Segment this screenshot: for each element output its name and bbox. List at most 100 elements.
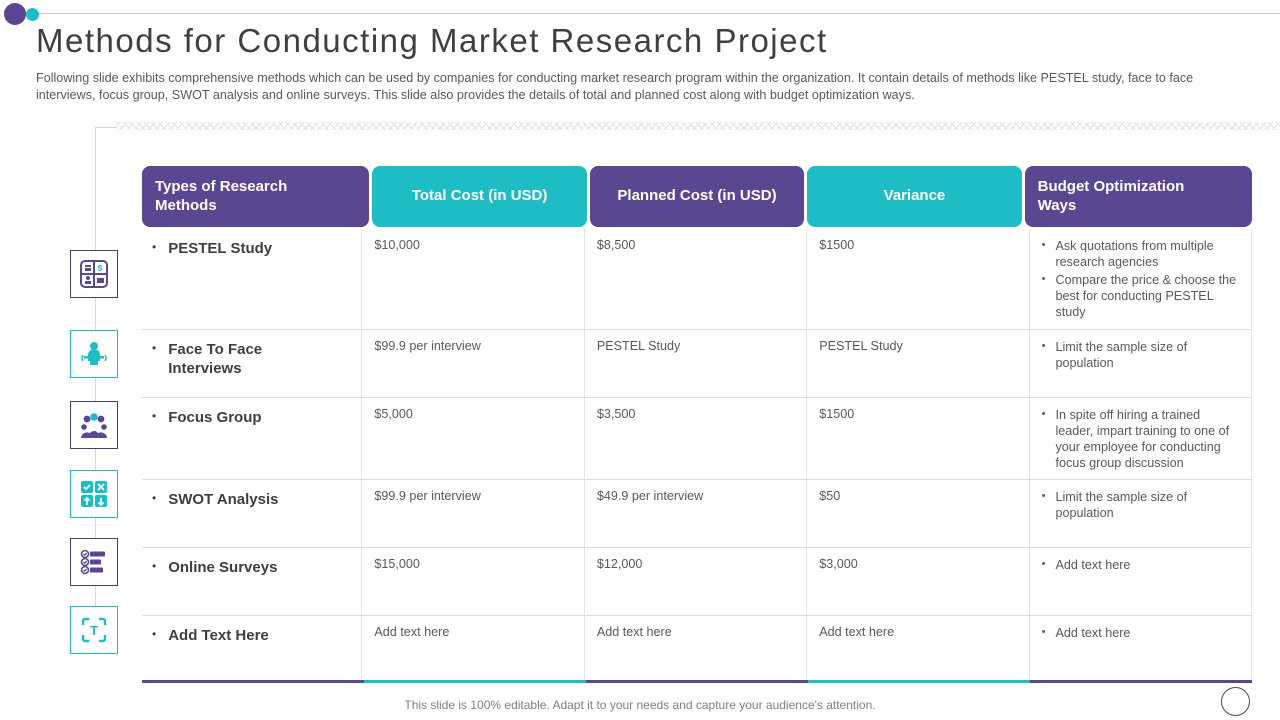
survey-list-icon [70,538,118,586]
icon-rail-stub [95,127,117,128]
method-cell: • SWOT Analysis [142,480,361,547]
planned-cost-cell: $49.9 per interview [583,479,806,547]
table-row: • Face To Face Interviews $99.9 per interv… [142,328,1253,397]
column-header-label: Total Cost (in USD) [411,187,548,205]
page-title: Methods for Conducting Market Research P… [36,22,828,59]
planned-cost-cell: $3,500 [583,397,806,479]
table-header-row: Types of Research Methods Total Cost (in … [142,166,1253,227]
total-cost-cell: $15,000 [361,547,583,615]
planned-cost-cell: PESTEL Study [583,329,806,397]
variance-cell: Add text here [806,615,1028,680]
method-cell: • Face To Face Interviews [142,330,361,397]
table-bottom-accent [142,679,1252,683]
column-header: Planned Cost (in USD) [589,166,805,227]
table-body: • PESTEL Study $10,000 $8,500 $1500 • Ask quot… [142,229,1253,680]
column-header-label: Planned Cost (in USD) [617,187,777,205]
table-row: • PESTEL Study $10,000 $8,500 $1500 • Ask quot… [142,229,1253,329]
purple-dot-decoration [4,3,26,25]
column-header: Variance [807,166,1022,227]
icon-rail-line [95,127,96,655]
bullet: • [1041,273,1046,286]
focus-group-icon [70,401,118,449]
method-label: PESTEL Study [168,240,273,257]
method-label: SWOT Analysis [168,490,279,508]
budget-optimization-cell: • Limit the sample size of population [1028,479,1253,547]
variance-cell: $1500 [806,229,1028,329]
hatch-divider [116,122,1280,130]
bullet: • [1041,407,1046,420]
footer-note: This slide is 100% editable. Adapt it to… [404,698,876,712]
method-label: Online Surveys [168,558,278,576]
bullet: • [1041,239,1046,251]
svg-text:$: $ [98,264,103,273]
swot-analysis-icon [70,470,118,518]
slide-description: Following slide exhibits comprehensive m… [36,71,1194,102]
accent-segment [364,679,586,683]
budget-optimization-cell: • In spite off hiring a trained leader, i… [1028,397,1253,479]
svg-text:T: T [90,623,98,638]
bullet: • [152,240,157,254]
column-header-label: Budget Optimization Ways [1037,177,1185,214]
method-cell: • Add Text Here [142,616,361,680]
accent-segment [808,679,1030,683]
variance-cell: $1500 [806,397,1028,479]
budget-bullet-item: • Add text here [1041,625,1131,640]
column-header: Total Cost (in USD) [372,166,587,227]
interview-icon [70,330,118,378]
total-cost-cell: $99.9 per interview [361,329,583,397]
method-label: Focus Group [168,408,262,426]
method-label: Add Text Here [168,626,269,644]
method-cell: • Online Surveys [142,548,361,615]
table-row: • Add Text Here Add text here Add text here… [142,614,1253,680]
footer-circle-decoration [1221,687,1250,716]
column-header-label: Variance [883,187,946,205]
variance-cell: $50 [806,479,1028,547]
budget-bullet-item: • Compare the price & choose the best for… [1041,273,1237,320]
bullet: • [152,408,157,423]
column-header: Budget Optimization Ways [1024,166,1253,227]
table-row: • Online Surveys $15,000 $12,000 $3,000 • Add … [142,546,1253,615]
add-text-icon: T [70,606,118,654]
planned-cost-cell: $8,500 [583,229,806,329]
bullet: • [152,490,157,505]
table-row: • SWOT Analysis $99.9 per interview $49.9 p… [142,478,1253,547]
budget-optimization-cell: • Add text here [1028,615,1253,680]
bullet: • [152,558,157,573]
variance-cell: PESTEL Study [806,329,1028,397]
budget-bullet-item: • Ask quotations from multiple research a… [1041,239,1214,270]
column-header-label: Types of Research Methods [155,177,288,214]
table-row: • Focus Group $5,000 $3,500 $1500 • In spite o… [142,396,1253,479]
method-cell: • PESTEL Study [142,229,361,329]
teal-dot-decoration [26,8,39,21]
bullet: • [152,626,157,641]
budget-bullet-item: • Limit the sample size of population [1041,489,1188,521]
planned-cost-cell: $12,000 [583,547,806,615]
budget-bullet-item: • In spite off hiring a trained leader, i… [1041,407,1230,470]
variance-cell: $3,000 [806,547,1028,615]
bullet: • [152,340,157,355]
budget-optimization-cell: • Ask quotations from multiple research a… [1028,229,1253,329]
top-divider-line [36,13,1280,14]
method-cell: • Focus Group [142,398,361,479]
budget-bullet-item: • Limit the sample size of population [1041,339,1188,370]
research-methods-table: Types of Research Methods Total Cost (in … [142,166,1253,683]
bullet: • [1041,625,1046,638]
bullet: • [1041,339,1046,352]
total-cost-cell: $10,000 [361,229,583,329]
total-cost-cell: Add text here [361,615,583,680]
total-cost-cell: $5,000 [361,397,583,479]
total-cost-cell: $99.9 per interview [361,479,583,547]
pestel-study-icon: $ [70,250,118,298]
budget-bullet-item: • Add text here [1041,557,1131,572]
budget-optimization-cell: • Add text here [1028,547,1253,615]
accent-segment [586,679,808,683]
column-header: Types of Research Methods [142,166,370,227]
method-label: Face To Face Interviews [168,340,263,378]
bullet: • [1041,557,1046,570]
bullet: • [1041,489,1046,502]
budget-optimization-cell: • Limit the sample size of population [1028,329,1253,397]
planned-cost-cell: Add text here [583,615,806,680]
accent-segment [1030,679,1252,683]
accent-segment [142,679,364,683]
